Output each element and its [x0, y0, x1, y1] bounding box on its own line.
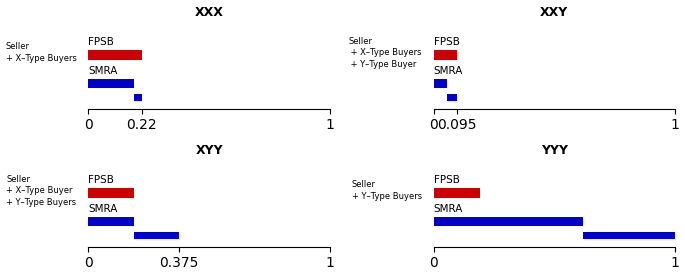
Text: SMRA: SMRA: [434, 66, 463, 76]
Text: Seller
 + X–Type Buyers
 + Y–Type Buyer: Seller + X–Type Buyers + Y–Type Buyer: [348, 36, 422, 69]
Title: YYY: YYY: [541, 144, 568, 156]
Title: XXX: XXX: [195, 6, 223, 18]
Text: Seller
+ X–Type Buyers: Seller + X–Type Buyers: [5, 43, 77, 63]
Text: SMRA: SMRA: [434, 204, 463, 214]
Bar: [88, 78, 134, 88]
Text: FPSB: FPSB: [88, 37, 114, 47]
Bar: [88, 188, 134, 198]
Text: Seller
+ Y–Type Buyers: Seller + Y–Type Buyers: [351, 181, 422, 201]
Text: SMRA: SMRA: [88, 204, 118, 214]
Bar: [88, 216, 134, 226]
Title: XXY: XXY: [540, 6, 569, 18]
Bar: [134, 94, 142, 101]
Text: FPSB: FPSB: [88, 175, 114, 185]
Text: SMRA: SMRA: [88, 66, 118, 76]
Text: FPSB: FPSB: [434, 175, 460, 185]
Bar: [584, 232, 675, 239]
Text: Seller
+ X–Type Buyer
+ Y–Type Buyers: Seller + X–Type Buyer + Y–Type Buyers: [6, 174, 77, 207]
Bar: [447, 94, 457, 101]
Bar: [88, 50, 142, 60]
Bar: [434, 50, 457, 60]
Bar: [134, 232, 179, 239]
Bar: [434, 188, 480, 198]
Title: XYY: XYY: [195, 144, 223, 156]
Bar: [434, 216, 584, 226]
Bar: [434, 78, 447, 88]
Text: FPSB: FPSB: [434, 37, 460, 47]
